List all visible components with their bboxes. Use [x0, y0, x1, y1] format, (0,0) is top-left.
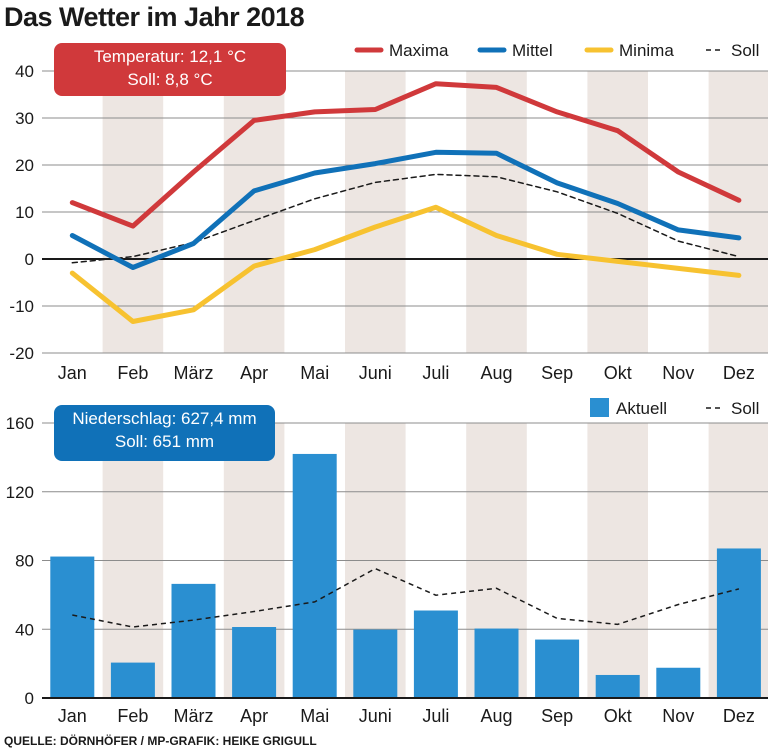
legend-label-minima: Minima	[619, 41, 674, 60]
x-tick-label: Dez	[723, 706, 755, 726]
x-tick-label: Mai	[300, 363, 329, 383]
info-box-line-1: Temperatur: 12,1 °C	[94, 47, 246, 66]
x-tick-label: Aug	[480, 706, 512, 726]
x-tick-label: März	[174, 706, 214, 726]
bar-okt	[595, 674, 640, 698]
x-tick-label: Feb	[117, 706, 148, 726]
x-tick-label: Apr	[240, 706, 268, 726]
info-box	[54, 43, 286, 96]
legend-swatch-aktuell	[590, 398, 609, 417]
x-tick-label: Juli	[422, 363, 449, 383]
legend-label-soll: Soll	[731, 41, 759, 60]
series-line-maxima	[69, 81, 742, 229]
x-tick-label: Dez	[723, 363, 755, 383]
legend-label-aktuell: Aktuell	[616, 399, 667, 418]
bar-feb	[110, 662, 155, 698]
legend-label-maxima: Maxima	[389, 41, 449, 60]
source-credit: QUELLE: DÖRNHÖFER / MP-GRAFIK: HEIKE GRI…	[4, 734, 317, 748]
y-tick-label: 0	[25, 689, 34, 708]
legend-label-soll: Soll	[731, 399, 759, 418]
y-tick-label: 30	[15, 109, 34, 128]
x-tick-label: Mai	[300, 706, 329, 726]
precipitation-chart: 160 120 80 40 0 Jan Feb März Apr Mai Juni Juli Aug Se…	[6, 398, 768, 726]
x-tick-label: Jan	[58, 706, 87, 726]
y-tick-label: -20	[9, 344, 34, 363]
y-tick-label: 40	[15, 62, 34, 81]
x-tick-label: Nov	[662, 706, 694, 726]
bar-apr	[232, 627, 277, 698]
temperature-chart: 40 30 20 10 0 -10 -20 Jan Feb März Apr Mai Juni Juli A…	[9, 41, 768, 383]
x-tick-label: Juni	[359, 706, 392, 726]
bar-sep	[535, 639, 580, 698]
series-line-mittel	[69, 149, 742, 270]
x-tick-label: Feb	[117, 363, 148, 383]
y-tick-label: 120	[6, 483, 34, 502]
x-tick-label: Sep	[541, 706, 573, 726]
x-tick-label: Nov	[662, 363, 694, 383]
x-tick-label: Aug	[480, 363, 512, 383]
bar-jan	[50, 556, 95, 698]
y-tick-label: 10	[15, 203, 34, 222]
bar-maerz	[171, 583, 216, 698]
x-tick-label: Okt	[604, 706, 632, 726]
y-tick-label: -10	[9, 297, 34, 316]
info-box	[54, 405, 275, 461]
info-box-line-2: Soll: 651 mm	[115, 432, 214, 451]
bar-juni	[353, 629, 398, 698]
y-tick-label: 160	[6, 414, 34, 433]
legend-label-mittel: Mittel	[512, 41, 553, 60]
bar-nov	[656, 667, 701, 698]
y-tick-label: 0	[25, 250, 34, 269]
chart-title: Das Wetter im Jahr 2018	[4, 2, 305, 32]
y-tick-label: 80	[15, 552, 34, 571]
info-box-line-2: Soll: 8,8 °C	[127, 70, 212, 89]
y-tick-label: 40	[15, 620, 34, 639]
x-tick-label: Apr	[240, 363, 268, 383]
bar-juli	[413, 610, 458, 698]
series-line-minima	[69, 204, 742, 324]
bar-mai	[292, 453, 337, 698]
x-tick-label: Juli	[422, 706, 449, 726]
y-tick-label: 20	[15, 156, 34, 175]
x-tick-label: Okt	[604, 363, 632, 383]
bar-aug	[474, 628, 519, 698]
x-tick-label: März	[174, 363, 214, 383]
info-box-line-1: Niederschlag: 627,4 mm	[72, 409, 256, 428]
x-tick-label: Sep	[541, 363, 573, 383]
x-tick-label: Juni	[359, 363, 392, 383]
bar-dez	[716, 548, 761, 698]
series-line-soll	[72, 567, 740, 628]
x-tick-label: Jan	[58, 363, 87, 383]
